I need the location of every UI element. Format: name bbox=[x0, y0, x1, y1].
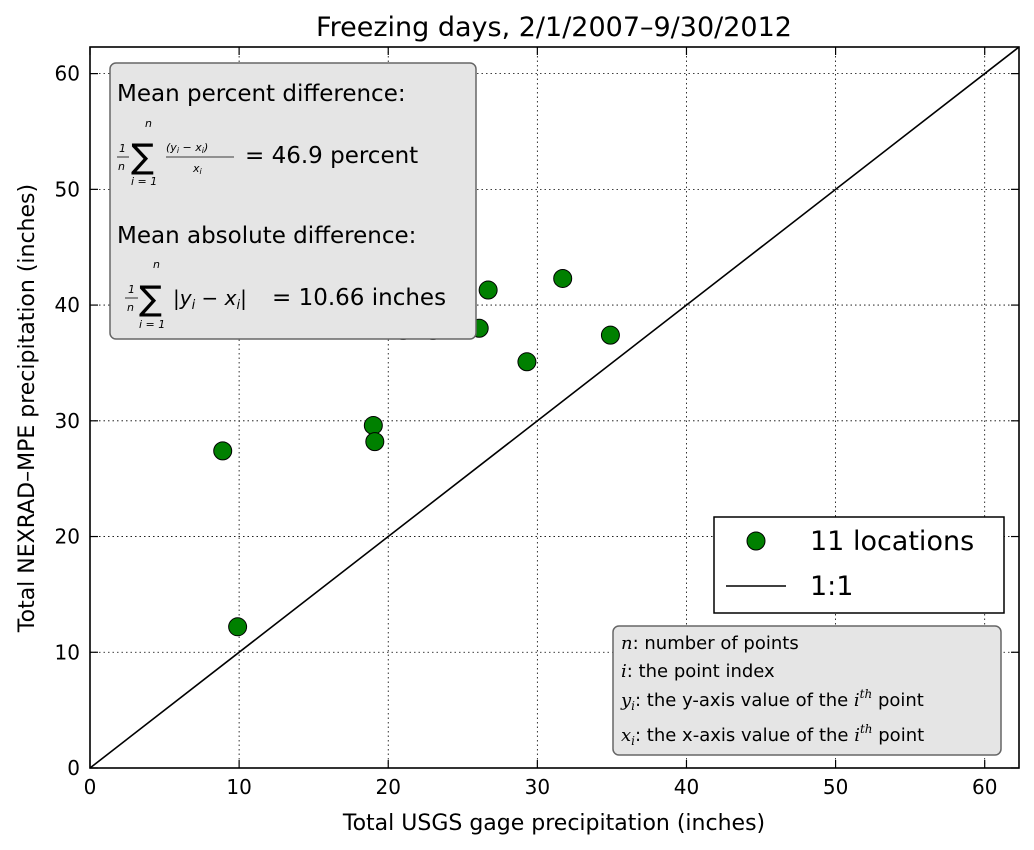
x-tick-label: 0 bbox=[84, 775, 97, 799]
x-axis-label: Total USGS gage precipitation (inches) bbox=[342, 811, 765, 836]
stats-box-background bbox=[109, 62, 477, 340]
x-tick-label: 60 bbox=[972, 775, 997, 799]
sum-symbol: ∑ bbox=[131, 137, 154, 177]
svg-text:(yi − xi): (yi − xi) bbox=[166, 141, 208, 155]
note-yi: yi: the y-axis value of the ith point bbox=[620, 687, 924, 713]
y-tick-label: 0 bbox=[67, 756, 80, 780]
y-tick-label: 10 bbox=[55, 640, 80, 664]
data-point bbox=[600, 325, 620, 345]
y-axis-label: Total NEXRAD–MPE precipitation (inches) bbox=[15, 184, 40, 633]
note-n: n: number of points bbox=[621, 633, 799, 654]
reference-line-group bbox=[89, 46, 1020, 769]
svg-text:∑: ∑ bbox=[139, 279, 162, 319]
y-tick-label: 50 bbox=[55, 177, 80, 201]
x-tick-label: 20 bbox=[376, 775, 401, 799]
svg-text:i = 1: i = 1 bbox=[139, 318, 165, 331]
data-point bbox=[478, 280, 498, 300]
legend-marker-points bbox=[746, 531, 766, 551]
y-tick-label: 40 bbox=[55, 293, 80, 317]
svg-text:i = 1: i = 1 bbox=[131, 175, 157, 188]
notes-box: n: number of points i: the point index y… bbox=[612, 625, 1002, 756]
y-tick-label: 60 bbox=[55, 62, 80, 86]
legend-label-points: 11 locations bbox=[810, 526, 974, 557]
plot-frame bbox=[89, 46, 1020, 769]
notes-box-background bbox=[612, 625, 1002, 756]
chart-title: Freezing days, 2/1/2007–9/30/2012 bbox=[316, 12, 792, 43]
svg-text:n: n bbox=[153, 258, 160, 271]
svg-text:n: n bbox=[145, 117, 152, 130]
mean-abs-value: = 10.66 inches bbox=[272, 285, 446, 311]
svg-text:1n: 1n bbox=[127, 283, 135, 314]
svg-text:|yi − xi|: |yi − xi| bbox=[173, 286, 247, 313]
x-tick-label: 30 bbox=[525, 775, 550, 799]
x-tick-label: 50 bbox=[823, 775, 848, 799]
data-point bbox=[553, 268, 573, 288]
mean-percent-value: = 46.9 percent bbox=[245, 143, 418, 169]
legend-frame bbox=[713, 516, 1005, 614]
note-xi: xi: the x-axis value of the ith point bbox=[621, 722, 924, 748]
legend-label-one-to-one: 1:1 bbox=[810, 571, 853, 602]
mean-percent-label: Mean percent difference: bbox=[117, 81, 406, 107]
legend: 11 locations 1:1 bbox=[713, 516, 1005, 614]
axis-ticks: 0 10 20 30 40 50 60 0 10 20 30 40 50 60 bbox=[55, 47, 1019, 799]
note-i: i: the point index bbox=[621, 661, 775, 682]
data-point bbox=[517, 352, 537, 372]
one-to-one-line bbox=[89, 46, 1020, 769]
data-point bbox=[363, 415, 383, 435]
x-tick-label: 40 bbox=[674, 775, 699, 799]
y-tick-label: 30 bbox=[55, 409, 80, 433]
svg-text:xi: xi bbox=[192, 162, 203, 176]
data-point bbox=[228, 617, 248, 637]
data-point bbox=[213, 441, 233, 461]
data-point bbox=[365, 432, 385, 452]
x-tick-label: 10 bbox=[226, 775, 251, 799]
y-tick-label: 20 bbox=[55, 525, 80, 549]
mean-abs-label: Mean absolute difference: bbox=[117, 223, 416, 249]
